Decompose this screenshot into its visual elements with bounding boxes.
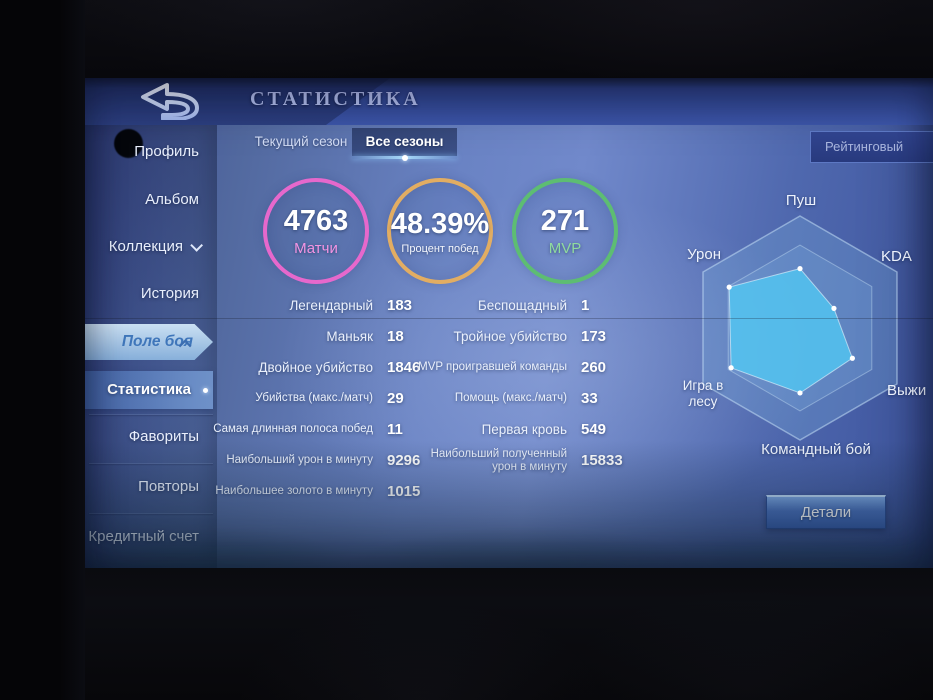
stat-row: Наибольшее золото в минуту 1015 bbox=[213, 476, 453, 507]
header-bar: СТАТИСТИКА bbox=[85, 78, 933, 125]
stat-value: 549 bbox=[581, 421, 607, 438]
sidebar-item-profile[interactable]: Профиль bbox=[134, 143, 199, 160]
stat-row: Легендарный 183 bbox=[213, 290, 453, 321]
sidebar-item-battlefield[interactable]: Поле боя bbox=[85, 324, 213, 360]
radar-axis-damage: Урон bbox=[687, 246, 721, 263]
stat-row: Маньяк 18 bbox=[213, 321, 453, 352]
stat-label: Убийства (макс./матч) bbox=[255, 392, 373, 405]
stat-value: 260 bbox=[581, 359, 607, 376]
radar-axis-survival: Выжи bbox=[887, 382, 927, 399]
radar-axis-push: Пуш bbox=[785, 192, 817, 209]
stat-label: Самая длинная полоса побед bbox=[213, 423, 373, 436]
stat-row: Двойное убийство 1846 bbox=[213, 352, 453, 383]
tab-all-seasons[interactable]: Все сезоны bbox=[352, 128, 457, 161]
stat-value: 29 bbox=[387, 390, 404, 407]
stat-label: Наибольшее золото в минуту bbox=[215, 485, 373, 498]
stat-label: Помощь (макс./матч) bbox=[454, 392, 567, 405]
room-background-top bbox=[0, 0, 933, 78]
stat-label: Первая кровь bbox=[481, 421, 567, 437]
mvp-circle: 271 MVP bbox=[512, 178, 618, 284]
winrate-value: 48.39% bbox=[390, 207, 490, 240]
game-stats-screen: СТАТИСТИКА Текущий сезон Все сезоны Рейт… bbox=[85, 78, 933, 568]
stat-label: Тройное убийство bbox=[453, 328, 567, 344]
sidebar-item-history[interactable]: История bbox=[140, 285, 199, 302]
stat-value: 183 bbox=[387, 297, 413, 314]
radar-axis-jungle: Игра в лесу bbox=[682, 378, 724, 410]
stats-column-right: Беспощадный 1 Тройное убийство 173 MVP п… bbox=[407, 290, 647, 476]
stat-value: 33 bbox=[581, 390, 598, 407]
sidebar-item-credit-score[interactable]: Кредитный счет bbox=[88, 528, 199, 545]
chevron-down-icon bbox=[190, 238, 203, 252]
sidebar-item-statistics-label: Статистика bbox=[107, 381, 191, 398]
sidebar-item-collection-label: Коллекция bbox=[108, 238, 183, 255]
active-item-dot bbox=[203, 388, 208, 393]
mode-filter-dropdown[interactable]: Рейтинговый bbox=[810, 131, 933, 163]
matches-circle: 4763 Матчи bbox=[263, 178, 369, 284]
winrate-label: Процент побед bbox=[401, 242, 479, 255]
tab-current-season[interactable]: Текущий сезон bbox=[254, 134, 348, 149]
stat-label: Наибольший полученный урон в минуту bbox=[430, 447, 567, 473]
sidebar-item-statistics[interactable]: Статистика bbox=[85, 371, 213, 409]
sidebar-divider bbox=[89, 414, 213, 415]
room-background-left bbox=[0, 0, 85, 700]
mvp-label: MVP bbox=[548, 240, 582, 257]
stat-row: Беспощадный 1 bbox=[407, 290, 647, 321]
stat-value: 1015 bbox=[387, 483, 421, 500]
stat-label: Маньяк bbox=[326, 328, 373, 344]
stat-row: Наибольший полученный урон в минуту 1583… bbox=[407, 445, 647, 476]
stat-value: 1846 bbox=[387, 359, 421, 376]
winrate-circle: 48.39% Процент побед bbox=[387, 178, 493, 284]
radar-chart bbox=[668, 201, 932, 457]
stat-row: MVP проигравшей команды 260 bbox=[407, 352, 647, 383]
sidebar-item-battlefield-label: Поле боя bbox=[121, 333, 193, 350]
sidebar: Профиль Альбом Коллекция История Поле бо… bbox=[85, 125, 217, 568]
sidebar-divider bbox=[89, 463, 213, 464]
stat-value: 18 bbox=[387, 328, 404, 345]
sidebar-item-favorites[interactable]: Фавориты bbox=[128, 428, 199, 445]
stat-label: Беспощадный bbox=[477, 297, 567, 313]
sidebar-item-replays[interactable]: Повторы bbox=[138, 478, 199, 495]
stat-label: MVP проигравшей команды bbox=[418, 361, 567, 374]
radar-axis-teamfight: Командный бой bbox=[761, 441, 871, 458]
details-button[interactable]: Детали bbox=[766, 495, 886, 529]
radar-svg bbox=[702, 215, 898, 441]
tab-all-seasons-label: Все сезоны bbox=[365, 134, 444, 149]
stat-value: 173 bbox=[581, 328, 607, 345]
stat-row: Убийства (макс./матч) 29 bbox=[213, 383, 453, 414]
sidebar-item-collection[interactable]: Коллекция bbox=[85, 233, 211, 261]
back-button[interactable] bbox=[137, 83, 205, 121]
page-title: СТАТИСТИКА bbox=[250, 88, 421, 110]
active-tab-dot bbox=[401, 155, 408, 161]
matches-value: 4763 bbox=[283, 205, 349, 237]
stat-label: Наибольший урон в минуту bbox=[226, 454, 373, 467]
dark-spot bbox=[114, 129, 143, 158]
stat-row: Первая кровь 549 bbox=[407, 414, 647, 445]
stat-value: 1 bbox=[581, 297, 590, 314]
matches-label: Матчи bbox=[294, 240, 338, 257]
radar-vertex-dots bbox=[726, 266, 855, 396]
stat-value: 11 bbox=[387, 421, 403, 438]
mvp-value: 271 bbox=[540, 205, 590, 237]
stat-label: Двойное убийство bbox=[258, 359, 373, 375]
stat-row: Тройное убийство 173 bbox=[407, 321, 647, 352]
back-arrow-icon bbox=[137, 83, 205, 124]
radar-axis-kda: KDA bbox=[881, 248, 912, 265]
sidebar-divider bbox=[89, 513, 213, 514]
sidebar-item-album[interactable]: Альбом bbox=[145, 191, 199, 208]
stat-label: Легендарный bbox=[289, 297, 373, 313]
room-background-bottom bbox=[0, 560, 933, 700]
stat-row: Помощь (макс./матч) 33 bbox=[407, 383, 647, 414]
stat-value: 15833 bbox=[581, 452, 623, 469]
